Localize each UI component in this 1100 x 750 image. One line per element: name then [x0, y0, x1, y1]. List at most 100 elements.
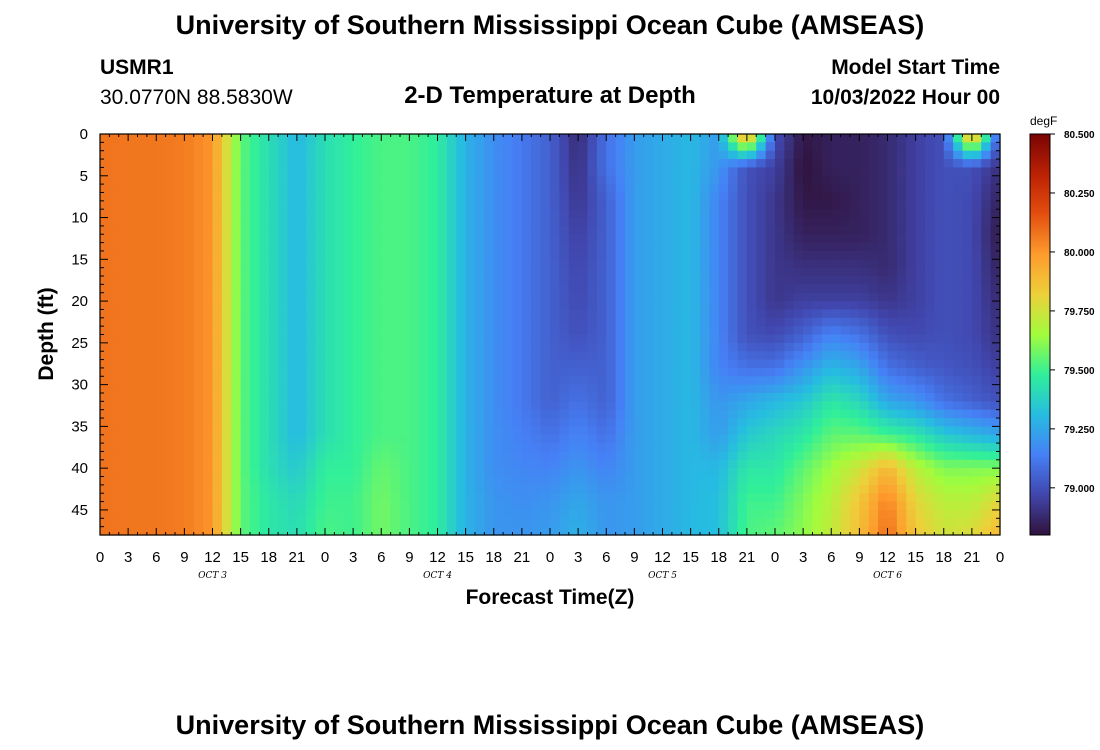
heatmap-cell [550, 317, 560, 327]
heatmap-cell [165, 476, 176, 486]
heatmap-cell [484, 334, 495, 344]
heatmap-cell [615, 167, 626, 177]
heatmap-cell [381, 367, 392, 377]
heatmap-cell [990, 159, 1001, 169]
heatmap-cell [887, 167, 898, 177]
heatmap-cell [409, 484, 420, 494]
heatmap-cell [943, 384, 954, 394]
heatmap-cell [737, 284, 748, 294]
heatmap-cell [446, 359, 457, 369]
heatmap-cell [671, 443, 682, 453]
heatmap-cell [681, 392, 692, 402]
heatmap-cell [193, 309, 204, 319]
heatmap-cell [915, 142, 926, 152]
heatmap-cell [559, 234, 570, 244]
heatmap-cell [203, 334, 214, 344]
heatmap-cell [437, 259, 448, 269]
heatmap-cell [250, 259, 260, 269]
heatmap-cell [728, 476, 739, 486]
heatmap-cell [850, 351, 860, 361]
heatmap-cell [718, 342, 729, 352]
heatmap-cell [915, 418, 926, 427]
heatmap-cell [671, 192, 682, 202]
heatmap-cell [775, 526, 785, 536]
heatmap-cell [990, 242, 1001, 252]
heatmap-cell [381, 351, 392, 361]
heatmap-cell [906, 292, 917, 302]
heatmap-cell [831, 225, 842, 235]
heatmap-cell [587, 209, 598, 219]
heatmap-cell [625, 384, 635, 394]
heatmap-cell [887, 526, 898, 536]
heatmap-cell [775, 150, 785, 160]
heatmap-cell [118, 234, 129, 244]
heatmap-cell [325, 459, 335, 469]
heatmap-cell [559, 351, 570, 361]
heatmap-cell [878, 159, 889, 169]
heatmap-cell [128, 200, 139, 210]
heatmap-cell [793, 359, 804, 369]
heatmap-cell [831, 242, 842, 252]
heatmap-cell [746, 342, 757, 352]
heatmap-cell [840, 150, 851, 160]
heatmap-cell [550, 376, 560, 386]
heatmap-cell [278, 276, 289, 285]
heatmap-cell [475, 342, 485, 352]
heatmap-cell [268, 468, 279, 478]
heatmap-cell [643, 200, 654, 210]
heatmap-cell [146, 150, 157, 160]
heatmap-cell [625, 526, 635, 536]
heatmap-cell [465, 443, 476, 453]
heatmap-cell [587, 426, 598, 436]
heatmap-cell [306, 426, 317, 436]
heatmap-cell [184, 242, 195, 252]
heatmap-cell [296, 150, 307, 160]
heatmap-cell [512, 334, 523, 344]
heatmap-cell [334, 267, 345, 277]
heatmap-cell [915, 384, 926, 394]
heatmap-cell [334, 418, 345, 427]
heatmap-cell [165, 501, 176, 511]
heatmap-cell [990, 509, 1001, 519]
heatmap-cell [681, 276, 692, 285]
heatmap-cell [625, 409, 635, 419]
heatmap-cell [728, 242, 739, 252]
heatmap-cell [718, 167, 729, 177]
heatmap-cell [681, 526, 692, 536]
heatmap-cell [775, 359, 785, 369]
heatmap-cell [400, 209, 410, 219]
heatmap-cell [437, 367, 448, 377]
heatmap-cell [709, 468, 720, 478]
heatmap-cell [371, 334, 382, 344]
heatmap-cell [343, 242, 354, 252]
heatmap-cell [343, 292, 354, 302]
heatmap-cell [662, 501, 673, 511]
heatmap-cell [203, 409, 214, 419]
heatmap-cell [456, 200, 467, 210]
heatmap-cell [400, 501, 410, 511]
heatmap-cell [962, 200, 973, 210]
heatmap-cell [240, 209, 251, 219]
heatmap-cell [643, 250, 654, 260]
heatmap-cell [137, 384, 148, 394]
heatmap-cell [156, 518, 167, 528]
heatmap-cell [128, 242, 139, 252]
heatmap-cell [559, 225, 570, 235]
heatmap-cell [643, 326, 654, 336]
heatmap-cell [746, 292, 757, 302]
heatmap-cell [353, 234, 364, 244]
heatmap-cell [146, 317, 157, 327]
heatmap-cell [250, 334, 260, 344]
heatmap-cell [512, 209, 523, 219]
heatmap-cell [896, 526, 907, 536]
heatmap-cell [465, 167, 476, 177]
heatmap-cell [596, 234, 607, 244]
heatmap-cell [662, 376, 673, 386]
heatmap-cell [662, 242, 673, 252]
heatmap-cell [156, 392, 167, 402]
heatmap-cell [325, 342, 335, 352]
heatmap-cell [971, 192, 982, 202]
heatmap-cell [934, 451, 945, 461]
heatmap-cell [606, 518, 617, 528]
heatmap-cell [643, 159, 654, 169]
